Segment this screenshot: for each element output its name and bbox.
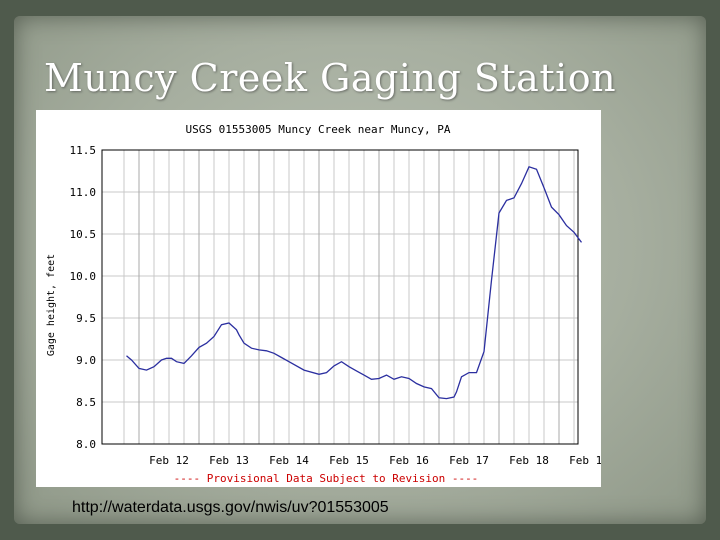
y-tick-label: 9.0	[76, 354, 96, 367]
y-tick-label: 10.5	[70, 228, 97, 241]
gage-height-chart: USGS 01553005 Muncy Creek near Muncy, PA…	[46, 123, 601, 485]
slide-title: Muncy Creek Gaging Station	[44, 56, 617, 100]
x-tick-label: Feb 15	[329, 454, 369, 467]
y-tick-label: 10.0	[70, 270, 97, 283]
source-url-link[interactable]: http://waterdata.usgs.gov/nwis/uv?015530…	[72, 499, 389, 516]
provisional-data-footer: ---- Provisional Data Subject to Revisio…	[174, 472, 479, 485]
x-tick-label: Feb 18	[509, 454, 549, 467]
y-axis-label: Gage height, feet	[46, 254, 57, 356]
chart-title: USGS 01553005 Muncy Creek near Muncy, PA	[186, 123, 451, 136]
y-tick-label: 9.5	[76, 312, 96, 325]
y-tick-labels: 11.5 11.0 10.5 10.0 9.5 9.0 8.5 8.0	[70, 144, 97, 451]
y-tick-label: 8.5	[76, 396, 96, 409]
x-tick-labels: Feb 12 Feb 13 Feb 14 Feb 15 Feb 16 Feb 17 Feb …	[149, 454, 601, 467]
grid-lines	[102, 149, 578, 445]
y-tick-label: 11.5	[70, 144, 97, 157]
x-tick-label: Feb 19	[569, 454, 601, 467]
x-tick-label: Feb 17	[449, 454, 489, 467]
y-tick-label: 11.0	[70, 186, 97, 199]
x-tick-label: Feb 14	[269, 454, 309, 467]
x-tick-label: Feb 16	[389, 454, 429, 467]
x-tick-label: Feb 13	[209, 454, 249, 467]
plot-area	[101, 149, 579, 445]
y-tick-label: 8.0	[76, 438, 96, 451]
x-tick-label: Feb 12	[149, 454, 189, 467]
chart-frame: USGS 01553005 Muncy Creek near Muncy, PA…	[36, 110, 601, 487]
gage-height-series-line	[126, 165, 583, 400]
